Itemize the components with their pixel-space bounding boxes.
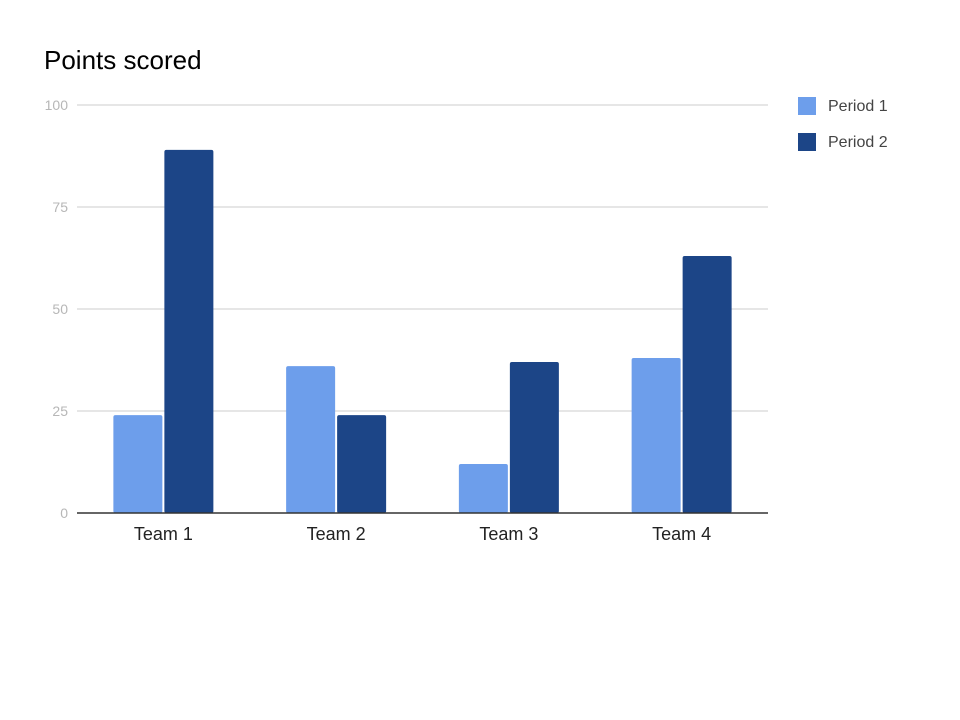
x-tick-label: Team 4 <box>652 524 711 544</box>
y-tick-label: 25 <box>52 403 68 419</box>
bar-period-1-team-3[interactable] <box>458 464 508 513</box>
x-tick-label: Team 3 <box>479 524 538 544</box>
legend-label: Period 2 <box>828 134 888 151</box>
bar-period-2-team-1[interactable] <box>164 149 214 513</box>
chart-title: Points scored <box>44 45 202 75</box>
y-axis-ticks: 0 25 50 75 100 <box>45 97 69 521</box>
legend-label: Period 1 <box>828 98 888 115</box>
x-axis-ticks: Team 1 Team 2 Team 3 Team 4 <box>134 524 711 544</box>
y-tick-label: 100 <box>45 97 69 113</box>
bar-period-2-team-4[interactable] <box>682 255 732 513</box>
x-tick-label: Team 2 <box>307 524 366 544</box>
x-tick-label: Team 1 <box>134 524 193 544</box>
bar-period-1-team-1[interactable] <box>113 415 163 513</box>
legend-swatch <box>798 97 816 115</box>
bar-period-1-team-2[interactable] <box>286 366 336 513</box>
bar-period-2-team-2[interactable] <box>337 415 387 513</box>
y-tick-label: 0 <box>60 505 68 521</box>
legend: Period 1 Period 2 <box>798 97 888 151</box>
y-tick-label: 75 <box>52 199 68 215</box>
bar-period-2-team-3[interactable] <box>509 362 559 513</box>
y-tick-label: 50 <box>52 301 68 317</box>
bar-period-1-team-4[interactable] <box>631 357 681 513</box>
legend-swatch <box>798 133 816 151</box>
bars <box>113 149 732 513</box>
